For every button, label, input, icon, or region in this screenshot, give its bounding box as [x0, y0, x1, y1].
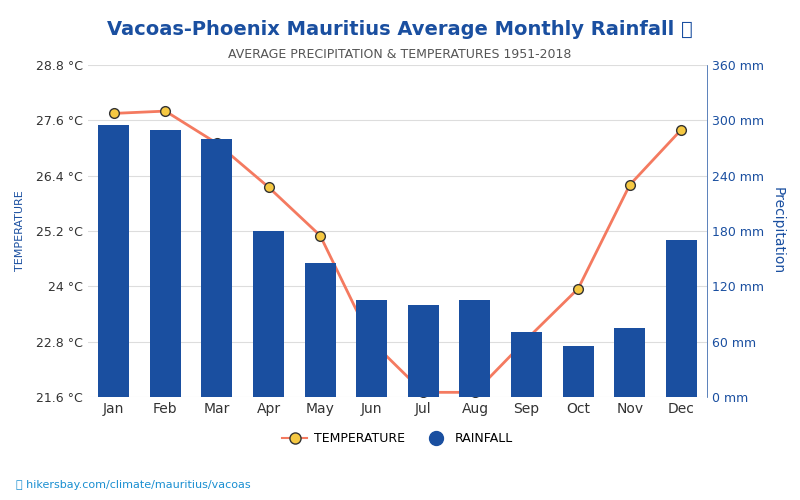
Text: AVERAGE PRECIPITATION & TEMPERATURES 1951-2018: AVERAGE PRECIPITATION & TEMPERATURES 195…	[228, 48, 572, 60]
Bar	[562, 346, 594, 397]
Bar	[98, 125, 130, 397]
Bar	[305, 263, 336, 397]
Bar	[202, 139, 233, 397]
Bar	[356, 300, 387, 397]
Bar	[511, 332, 542, 397]
Text: Vacoas-Phoenix Mauritius Average Monthly Rainfall 🌧: Vacoas-Phoenix Mauritius Average Monthly…	[107, 20, 693, 39]
Bar	[408, 304, 439, 397]
Bar	[150, 130, 181, 397]
Y-axis label: Precipitation: Precipitation	[771, 188, 785, 274]
Bar	[459, 300, 490, 397]
Bar	[253, 231, 284, 397]
Text: 🌐 hikersbay.com/climate/mauritius/vacoas: 🌐 hikersbay.com/climate/mauritius/vacoas	[16, 480, 250, 490]
Bar	[666, 240, 697, 397]
Y-axis label: TEMPERATURE: TEMPERATURE	[15, 190, 25, 272]
Bar	[614, 328, 646, 397]
Legend: TEMPERATURE, RAINFALL: TEMPERATURE, RAINFALL	[278, 428, 518, 450]
